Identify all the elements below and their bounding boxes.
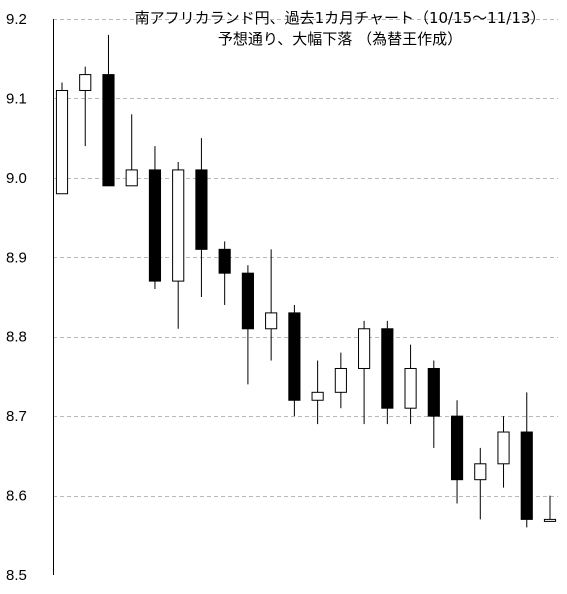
candle-body-down (148, 169, 162, 282)
candle-body-down (218, 248, 231, 274)
y-tick-label: 8.8 (6, 329, 27, 346)
y-tick-label: 8.7 (6, 408, 27, 425)
candle (172, 161, 185, 329)
candle-body-up (265, 312, 278, 330)
candle-body-down (450, 415, 464, 481)
candle (427, 360, 440, 448)
candle-body-up (404, 367, 417, 409)
candle-body-down (241, 272, 254, 330)
y-tick-label: 9.0 (6, 170, 27, 187)
y-axis: 8.5 8.6 8.7 8.8 8.9 9.0 9.1 9.2 (6, 11, 54, 584)
candle (241, 265, 254, 385)
candle-body-down (520, 431, 533, 520)
candle (404, 344, 417, 425)
candle (265, 249, 278, 361)
candle (218, 241, 231, 305)
candle (334, 352, 347, 409)
candle (311, 360, 324, 425)
candle (55, 82, 69, 195)
candles (55, 34, 557, 528)
candle-body-up (172, 169, 185, 282)
candle-body-up (55, 89, 69, 195)
candle-body-down (195, 169, 208, 250)
candle-body-down (381, 328, 394, 409)
chart-title: 南アフリカランド円、過去1カ月チャート（10/15～11/13） 予想通り、大幅… (120, 8, 560, 50)
candle (450, 400, 464, 504)
candle-body-up (543, 518, 557, 522)
candle-body-up (79, 74, 92, 91)
candle-body-up (125, 169, 138, 187)
y-tick-label: 8.9 (6, 249, 27, 266)
candle (543, 495, 557, 522)
y-tick-label: 8.5 (6, 567, 27, 584)
candle (520, 392, 533, 528)
candle-body-up (311, 391, 324, 401)
candle (102, 34, 115, 187)
candle-body-down (427, 367, 440, 417)
chart-title-line1: 南アフリカランド円、過去1カ月チャート（10/15～11/13） (134, 9, 546, 27)
y-tick-label: 8.6 (6, 488, 27, 505)
candle-body-up (474, 463, 487, 481)
chart-title-line2: 予想通り、大幅下落 （為替王作成） (217, 30, 463, 48)
candle-body-down (288, 312, 301, 401)
y-tick-label: 9.2 (6, 11, 27, 28)
candle (381, 320, 394, 425)
candle-body-up (334, 367, 347, 393)
candle (125, 114, 138, 187)
candle-body-up (497, 431, 510, 465)
candle (497, 416, 510, 488)
candle (288, 304, 301, 417)
candle (358, 320, 371, 425)
candle-body-down (102, 74, 115, 187)
candle (148, 146, 162, 290)
candle (195, 138, 208, 297)
y-tick-label: 9.1 (6, 90, 27, 107)
grid-lines (53, 19, 558, 497)
candle (474, 447, 487, 520)
candle-body-up (358, 328, 371, 369)
candle (79, 66, 92, 147)
